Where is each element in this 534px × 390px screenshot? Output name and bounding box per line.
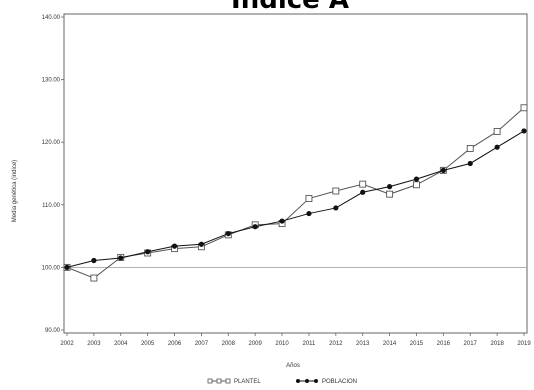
data-point <box>493 128 501 136</box>
legend-item-poblacion: POBLACION <box>296 379 357 385</box>
data-point <box>279 218 285 224</box>
x-tick-label: 2003 <box>87 341 101 347</box>
y-tick-label: 110.00 <box>42 203 61 209</box>
x-tick-label: 2002 <box>60 341 74 347</box>
legend-marker <box>314 379 318 383</box>
data-point <box>198 241 205 247</box>
x-tick-label: 2016 <box>437 341 451 347</box>
x-tick-label: 2004 <box>114 341 128 347</box>
legend-marker <box>296 379 300 383</box>
data-point <box>521 128 527 134</box>
x-tick-label: 2006 <box>168 341 182 347</box>
x-tick-label: 2019 <box>517 341 531 347</box>
data-point <box>225 230 231 237</box>
data-point <box>520 104 528 112</box>
x-axis-label: Años <box>286 363 300 369</box>
x-tick-label: 2017 <box>464 341 478 347</box>
x-tick-label: 2011 <box>302 341 316 347</box>
data-point <box>333 205 339 211</box>
x-tick-label: 2012 <box>329 341 343 347</box>
x-axis: 2002 2003 2004 2005 2006 2007 2008 2009 2010 2011… <box>60 333 531 347</box>
legend-marker <box>216 378 222 384</box>
data-point <box>306 210 312 217</box>
legend-label: PLANTEL <box>234 379 261 385</box>
data-point <box>359 180 367 188</box>
data-point <box>467 160 473 167</box>
data-point <box>90 274 98 282</box>
data-point <box>171 243 178 249</box>
data-point <box>360 189 366 195</box>
series-layer <box>63 104 528 282</box>
x-tick-label: 2015 <box>410 341 424 347</box>
legend-marker <box>225 378 231 384</box>
y-tick-label: 140.00 <box>42 15 61 21</box>
legend-label: POBLACION <box>322 379 357 385</box>
data-point <box>305 195 313 202</box>
series-line <box>66 130 525 268</box>
legend-marker <box>207 378 213 384</box>
data-point <box>386 184 393 190</box>
plot-area <box>63 13 528 334</box>
x-tick-label: 2010 <box>275 341 289 347</box>
data-point <box>386 190 394 198</box>
x-tick-label: 2009 <box>248 341 262 347</box>
y-tick-label: 130.00 <box>42 78 61 84</box>
plot-border <box>63 13 528 334</box>
data-point <box>64 264 70 270</box>
data-point <box>466 145 474 152</box>
chart-title: Indice A <box>231 0 349 15</box>
x-tick-label: 2008 <box>222 341 236 347</box>
x-tick-label: 2007 <box>195 341 209 347</box>
series-poblacion <box>64 128 527 270</box>
y-tick-label: 120.00 <box>42 140 61 146</box>
x-tick-label: 2014 <box>383 341 397 347</box>
data-point <box>494 144 500 150</box>
data-point <box>440 167 446 173</box>
y-tick-label: 90.00 <box>45 328 61 334</box>
data-point <box>252 224 258 230</box>
y-axis-label: Media genética (índice) <box>12 160 18 222</box>
legend-marker <box>305 379 309 383</box>
x-tick-label: 2018 <box>490 341 504 347</box>
x-tick-label: 2005 <box>141 341 155 347</box>
data-point <box>91 257 97 264</box>
data-point <box>145 249 151 255</box>
data-point <box>118 255 124 261</box>
data-point <box>413 181 420 189</box>
legend-item-plantel: PLANTEL <box>207 378 261 385</box>
x-tick-label: 2013 <box>356 341 370 347</box>
data-point <box>413 176 420 182</box>
series-line <box>66 107 525 279</box>
data-point <box>332 187 340 195</box>
y-axis: 90.00 100.00 110.00 120.00 130.00 140.00 <box>42 15 64 334</box>
y-tick-label: 100.00 <box>42 265 61 271</box>
legend: PLANTEL POBLACION <box>207 378 357 385</box>
